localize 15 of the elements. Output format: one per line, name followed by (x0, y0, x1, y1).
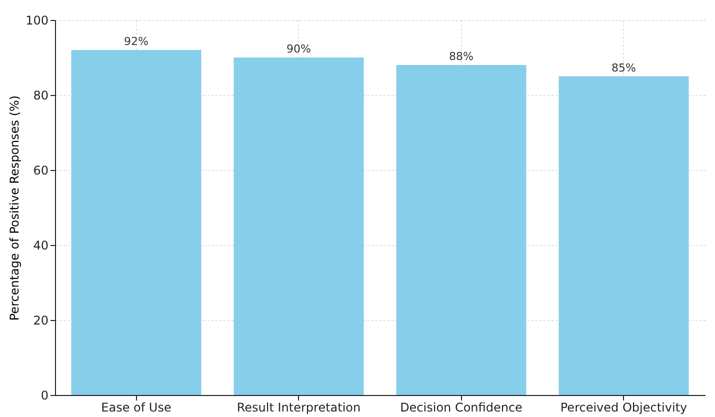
data-label: 90% (286, 42, 311, 56)
y-tick-label: 100 (26, 14, 48, 28)
data-label: 92% (124, 35, 148, 48)
y-axis-title: Percentage of Positive Responses (%) (8, 95, 22, 321)
y-tick-label: 80 (33, 88, 48, 102)
y-tick-label: 20 (33, 314, 48, 328)
data-label: 88% (449, 50, 474, 63)
y-tick-label: 40 (33, 238, 48, 252)
x-tick-label: Ease of Use (101, 400, 172, 414)
x-tick-label: Result Interpretation (236, 400, 361, 414)
data-label: 85% (612, 61, 636, 74)
x-tick-label: Perceived Objectivity (560, 400, 688, 414)
y-tick-label: 60 (33, 164, 48, 178)
y-tick-label: 0 (40, 388, 48, 402)
x-tick-label: Decision Confidence (400, 400, 522, 414)
